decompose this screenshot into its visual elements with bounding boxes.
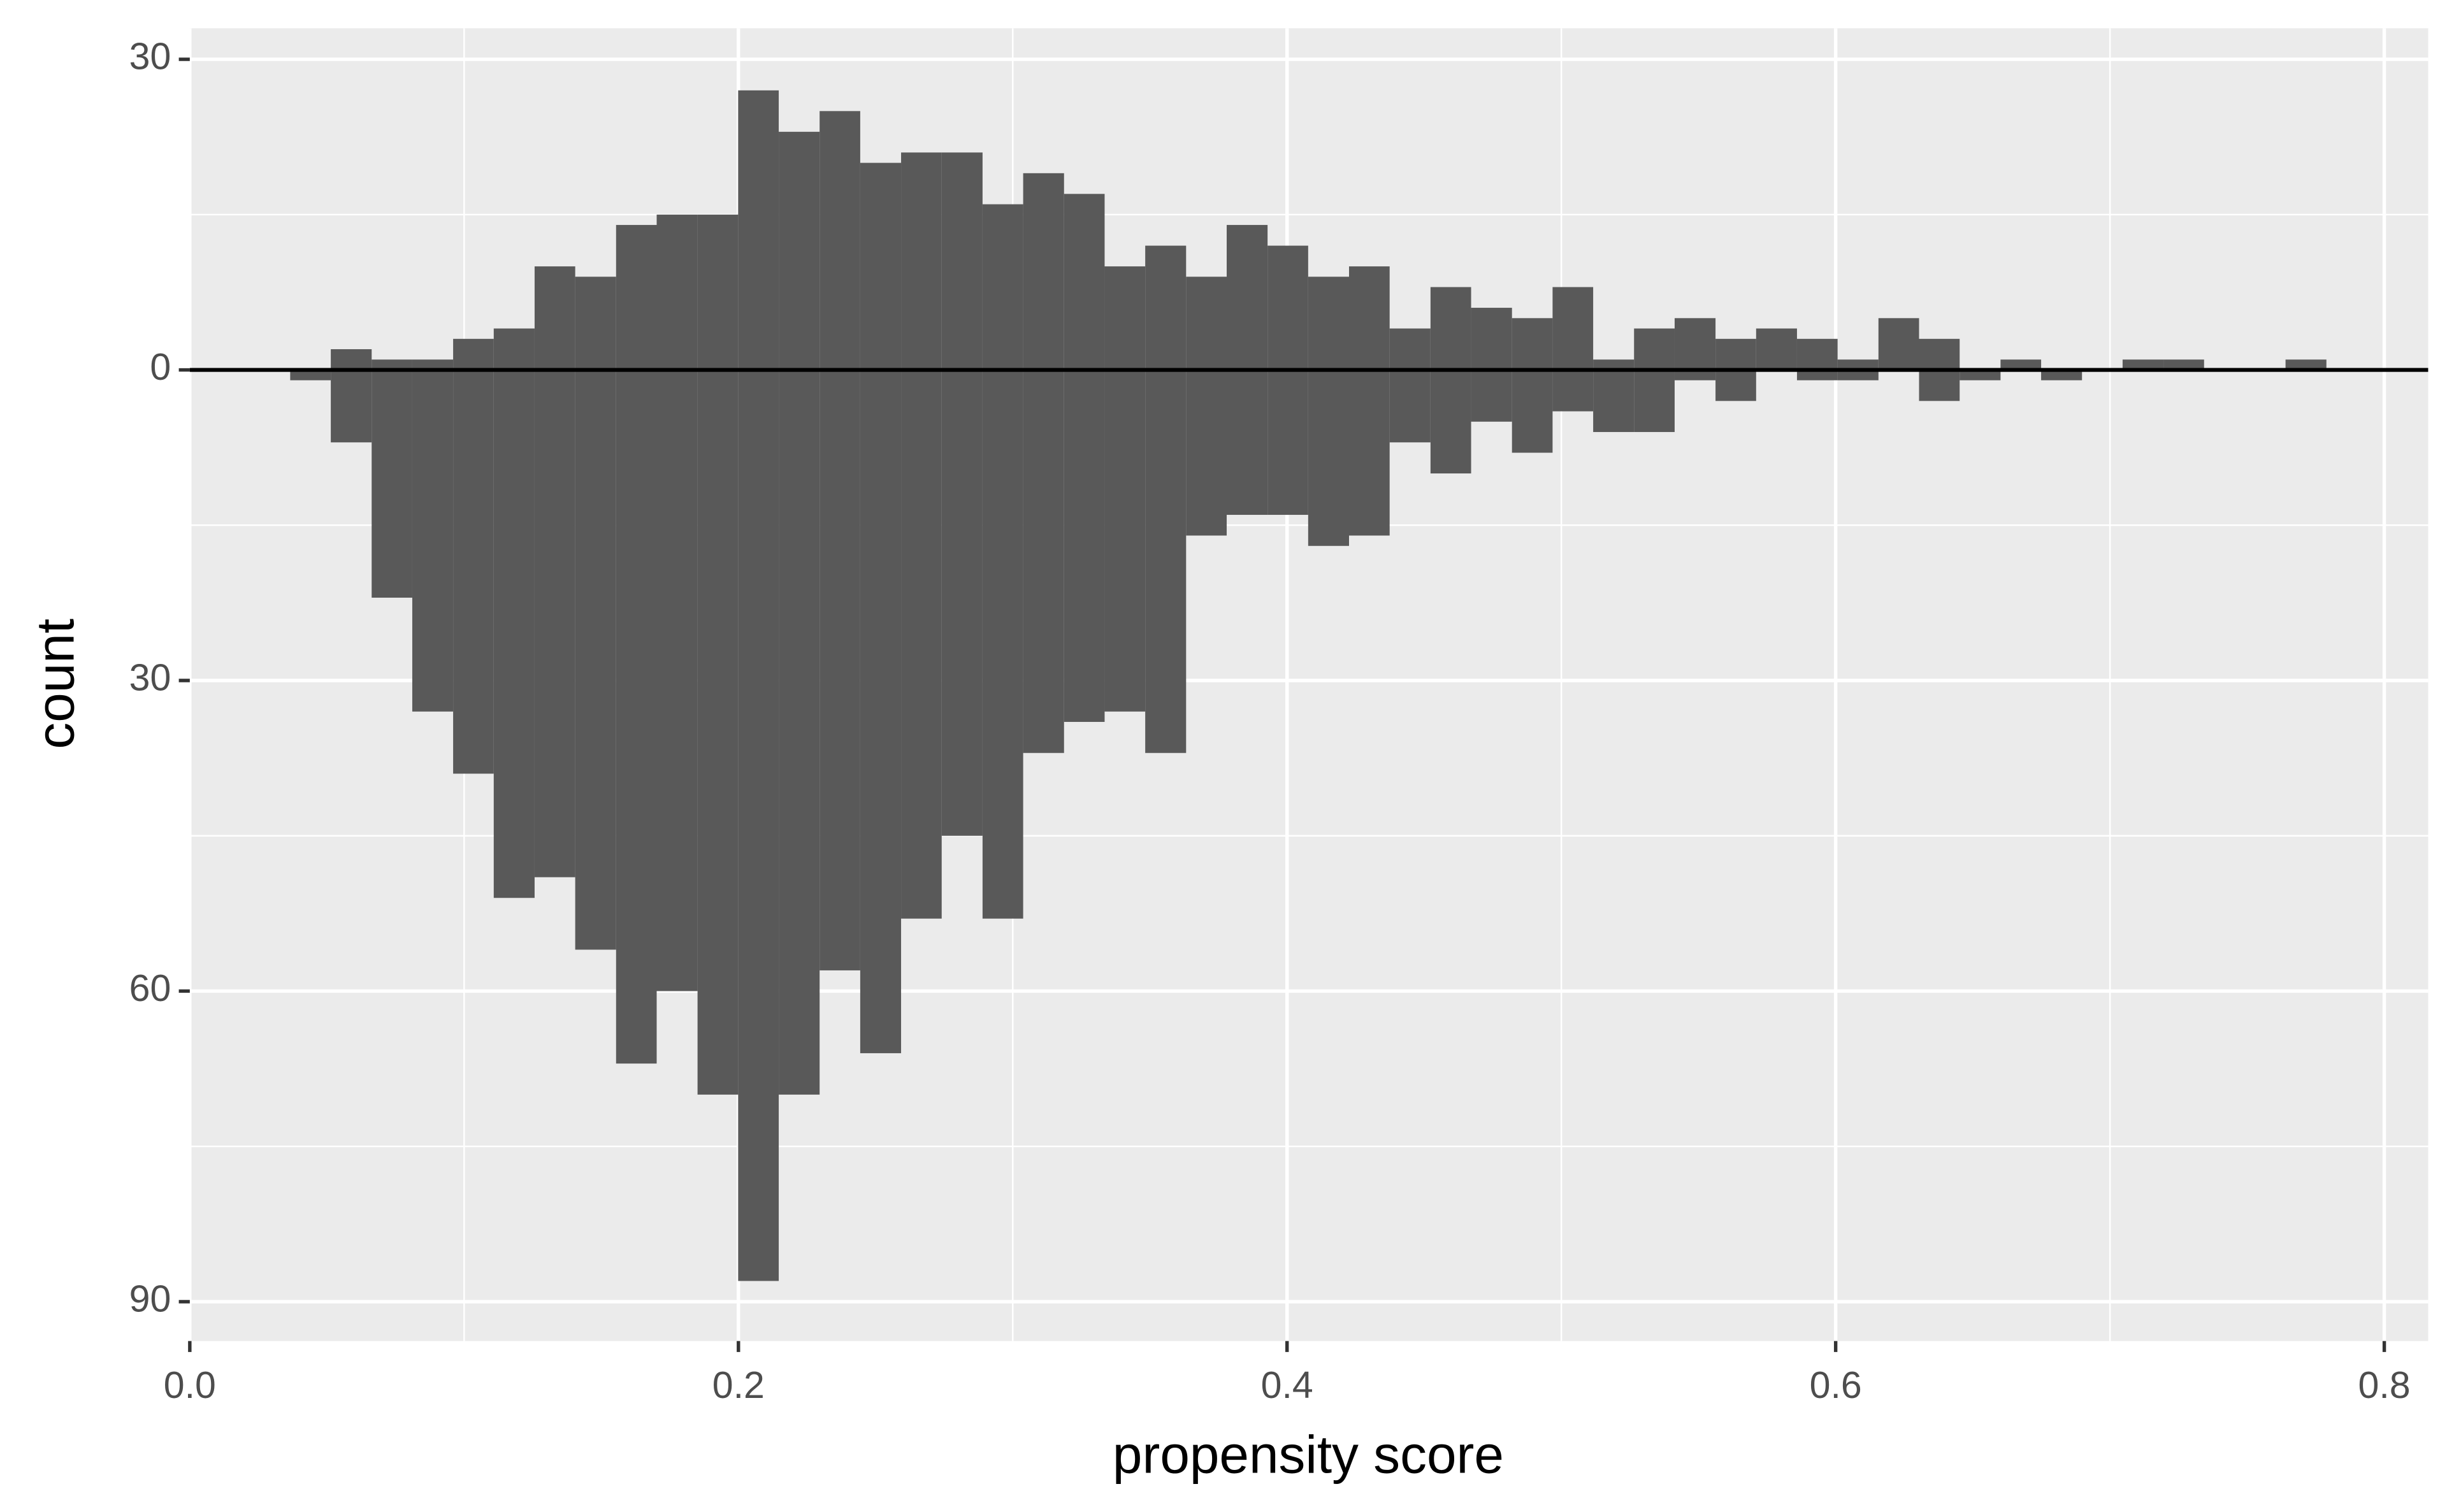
bar xyxy=(1308,277,1350,370)
bar xyxy=(1430,287,1471,370)
bar xyxy=(1064,194,1105,370)
bar xyxy=(1919,370,1960,401)
x-tick-label: 0.4 xyxy=(1261,1364,1313,1406)
bar xyxy=(1674,370,1716,380)
bar xyxy=(616,370,657,1064)
bar xyxy=(616,225,657,370)
bar xyxy=(656,214,698,370)
bar xyxy=(819,370,860,970)
bar xyxy=(290,370,331,380)
bar xyxy=(982,204,1023,370)
bar xyxy=(901,370,942,919)
bar xyxy=(1796,370,1838,380)
bar xyxy=(1593,359,1635,370)
bar xyxy=(1145,370,1187,753)
bar xyxy=(1512,370,1553,453)
bar xyxy=(1878,318,1919,370)
x-tick-label: 0.2 xyxy=(712,1364,765,1406)
bar xyxy=(412,370,454,712)
bar xyxy=(493,370,535,898)
bar xyxy=(1227,370,1268,515)
bar xyxy=(1715,370,1756,401)
bar xyxy=(982,370,1023,919)
y-tick-label: 30 xyxy=(129,36,171,78)
bar xyxy=(1145,245,1187,370)
bar xyxy=(2285,359,2327,370)
bar xyxy=(1960,370,2001,380)
bar xyxy=(2122,359,2164,370)
bar xyxy=(453,370,494,774)
bar xyxy=(1796,338,1838,370)
bar xyxy=(1837,370,1879,380)
bar xyxy=(534,266,575,370)
bar xyxy=(2000,359,2042,370)
bar xyxy=(1715,338,1756,370)
bar xyxy=(941,370,983,836)
x-tick-label: 0.0 xyxy=(164,1364,216,1406)
bar xyxy=(372,370,412,598)
bar xyxy=(1389,370,1431,443)
bar xyxy=(1430,370,1471,474)
y-tick-label: 30 xyxy=(129,657,171,699)
bar xyxy=(1349,266,1390,370)
bar xyxy=(2041,370,2082,380)
bar xyxy=(1308,370,1350,546)
bar xyxy=(493,328,535,370)
x-tick-label: 0.6 xyxy=(1810,1364,1862,1406)
x-axis-title: propensity score xyxy=(1113,1424,1504,1484)
bar xyxy=(412,359,454,370)
bar xyxy=(941,152,983,370)
y-axis-title: count xyxy=(25,619,85,749)
bar xyxy=(860,162,902,370)
bar xyxy=(1023,173,1064,370)
bar xyxy=(1267,370,1308,515)
bar xyxy=(1227,225,1268,370)
bar xyxy=(575,277,616,370)
bar xyxy=(534,370,575,877)
bar xyxy=(575,370,616,950)
bar xyxy=(372,359,412,370)
bar xyxy=(1023,370,1064,753)
bar xyxy=(1837,359,1879,370)
bar xyxy=(779,131,820,370)
bar xyxy=(1919,338,1960,370)
bar xyxy=(1186,370,1227,536)
bar xyxy=(1552,287,1594,370)
bar xyxy=(901,152,942,370)
bar xyxy=(1634,370,1675,433)
bar xyxy=(1349,370,1390,536)
bar xyxy=(331,370,372,443)
bar xyxy=(1756,328,1797,370)
bar xyxy=(697,370,739,1095)
bar xyxy=(1634,328,1675,370)
bar xyxy=(1471,370,1512,422)
bar xyxy=(1674,318,1716,370)
y-tick-label: 60 xyxy=(129,967,171,1009)
bar xyxy=(697,214,739,370)
bar xyxy=(1552,370,1594,412)
y-tick-label: 0 xyxy=(150,346,171,388)
bar xyxy=(2163,359,2204,370)
y-tick-label: 90 xyxy=(129,1278,171,1320)
bar xyxy=(1267,245,1308,370)
bar xyxy=(860,370,902,1053)
bar xyxy=(819,111,860,370)
bar xyxy=(738,90,779,370)
bar xyxy=(1104,370,1146,712)
bar xyxy=(1389,328,1431,370)
bar xyxy=(1186,277,1227,370)
bar xyxy=(453,338,494,370)
bar xyxy=(779,370,820,1095)
bar xyxy=(1593,370,1635,433)
bar xyxy=(738,370,779,1281)
x-tick-label: 0.8 xyxy=(2358,1364,2411,1406)
bar xyxy=(656,370,698,991)
bar xyxy=(1512,318,1553,370)
bar xyxy=(1104,266,1146,370)
bar xyxy=(331,349,372,370)
bar xyxy=(1064,370,1105,722)
bar xyxy=(1471,308,1512,370)
